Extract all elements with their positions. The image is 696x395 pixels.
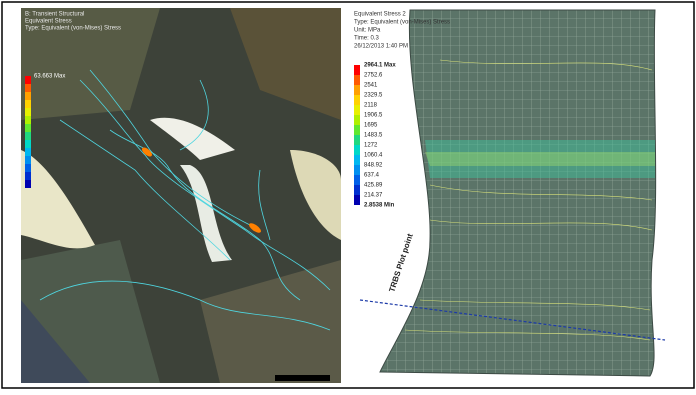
legend-swatch [354, 135, 360, 145]
legend-label: 1060.4 [364, 153, 383, 159]
legend-swatch [354, 125, 360, 135]
legend-label: 2.8538 Min [364, 203, 395, 209]
legend-label: 2118 [364, 103, 378, 109]
figure: B: Transient StructuralEquivalent Stress… [0, 0, 696, 390]
header-line: B: Transient Structural [25, 12, 84, 18]
legend-label: 1272 [364, 143, 378, 149]
legend-swatch [354, 95, 360, 105]
legend-label: 2752.6 [364, 73, 383, 79]
header-line: Type: Equivalent (von-Mises) Stress [354, 20, 450, 26]
legend-swatch [354, 105, 360, 115]
legend-label: 2964.1 Max [364, 63, 396, 69]
legend-label: 214.37 [364, 193, 383, 199]
legend-swatch [25, 140, 31, 148]
legend-swatch [25, 100, 31, 108]
legend-label: 1483.5 [364, 133, 383, 139]
legend-swatch [25, 124, 31, 132]
legend-label: 425.89 [364, 183, 383, 189]
legend-swatch [25, 180, 31, 188]
legend-swatch [25, 172, 31, 180]
legend-swatch [354, 175, 360, 185]
legend-swatch [354, 185, 360, 195]
scale-bar [275, 375, 330, 381]
legend-swatch [354, 115, 360, 125]
legend-swatch [354, 145, 360, 155]
legend-swatch [25, 92, 31, 100]
legend-label: 63.663 Max [34, 74, 65, 80]
legend-label: 1906.5 [364, 113, 383, 119]
legend-label: 1695 [364, 123, 378, 129]
legend-swatch [25, 116, 31, 124]
header-line: Time: 0.3 [354, 36, 379, 42]
page: {"left_panel": {"header": ["B: Transient… [0, 0, 696, 390]
left-image [21, 8, 341, 383]
legend-swatch [354, 165, 360, 175]
header-line: Unit: MPa [354, 28, 381, 34]
legend-label: 637.4 [364, 173, 380, 179]
legend-swatch [354, 155, 360, 165]
header-line: Equivalent Stress 2 [354, 12, 406, 18]
legend-swatch [354, 195, 360, 205]
legend-label: 848.92 [364, 163, 383, 169]
legend-swatch [354, 75, 360, 85]
legend-swatch [25, 132, 31, 140]
legend-swatch [25, 156, 31, 164]
legend-label: 2541 [364, 83, 378, 89]
legend-swatch [25, 76, 31, 84]
legend-swatch [25, 84, 31, 92]
legend-swatch [354, 65, 360, 75]
stress-band [425, 152, 655, 166]
header-line: Type: Equivalent (von-Mises) Stress [25, 26, 121, 32]
header-line: 26/12/2013 1:40 PM [354, 44, 408, 50]
header-line: Equivalent Stress [25, 19, 72, 25]
legend-swatch [25, 164, 31, 172]
legend-swatch [354, 85, 360, 95]
legend-swatch [25, 108, 31, 116]
legend-label: 2329.5 [364, 93, 383, 99]
legend-swatch [25, 148, 31, 156]
